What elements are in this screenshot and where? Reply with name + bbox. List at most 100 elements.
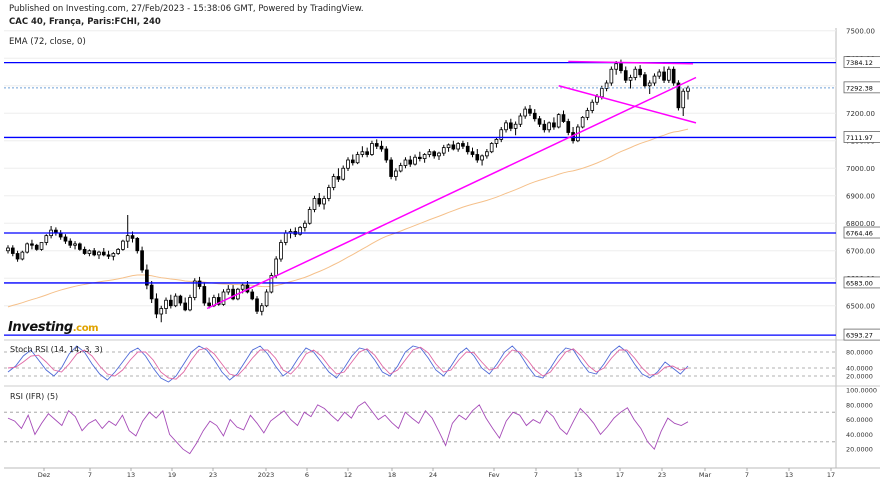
- candle-body: [456, 143, 460, 150]
- level-label: 6583.00: [846, 279, 873, 287]
- candle-body: [432, 151, 437, 157]
- level-label-box: [843, 56, 880, 69]
- candle-body: [523, 108, 528, 117]
- candle-body: [164, 299, 168, 309]
- candle-body: [279, 242, 283, 260]
- candle-body: [34, 244, 39, 250]
- candle-body: [556, 114, 561, 128]
- level-label: 7384.12: [846, 59, 873, 67]
- candle-body: [595, 96, 599, 103]
- candle-body: [178, 295, 183, 304]
- candle-body: [417, 156, 422, 160]
- candle-body: [547, 122, 551, 131]
- candle-body: [44, 235, 49, 243]
- candle-body: [202, 286, 207, 304]
- candle-body: [125, 235, 130, 242]
- level-label-box: [843, 328, 880, 341]
- candle-body: [360, 151, 365, 155]
- candle-body: [121, 240, 125, 250]
- candle-body: [609, 68, 614, 84]
- time-tick-label: Fev: [488, 471, 499, 479]
- candle-body: [240, 284, 245, 290]
- candle-body: [614, 63, 619, 70]
- chart-title: CAC 40, França, Paris:FCHI, 240: [9, 17, 161, 27]
- candle-body: [475, 154, 480, 161]
- candle-body: [274, 258, 279, 276]
- candle-body: [82, 248, 87, 254]
- candle-body: [173, 295, 178, 307]
- time-tick-label: Mar: [699, 471, 712, 479]
- price-tick-label: 7200.00: [846, 110, 875, 118]
- candle-body: [298, 226, 302, 235]
- candle-body: [633, 68, 638, 78]
- candle-body: [92, 250, 97, 256]
- rsi-line: [7, 401, 689, 455]
- candle-body: [374, 143, 379, 147]
- candle-body: [346, 159, 350, 169]
- candle-body: [537, 118, 542, 125]
- level-label-box: [843, 81, 880, 94]
- candle-body: [686, 87, 690, 92]
- rsi-tick-label: 40.0000: [846, 431, 873, 439]
- candle-body: [465, 145, 470, 153]
- candle-body: [652, 75, 657, 84]
- time-tick-label: 13: [785, 471, 793, 479]
- rsi-tick-label: 20.0000: [846, 446, 873, 454]
- candle-body: [307, 209, 312, 224]
- candle-body: [413, 156, 417, 165]
- candle-body: [485, 151, 489, 157]
- candle-body: [77, 243, 82, 250]
- price-tick-label: 6700.00: [846, 247, 875, 255]
- time-tick-label: 23: [658, 471, 666, 479]
- ema-indicator-label: EMA (72, close, 0): [9, 37, 86, 47]
- time-tick-label: 24: [429, 471, 437, 479]
- candle-body: [25, 243, 29, 253]
- candle-body: [528, 108, 532, 114]
- candle-body: [327, 187, 331, 199]
- published-note: Published on Investing.com, 27/Feb/2023 …: [9, 4, 364, 14]
- time-tick-label: 19: [168, 471, 176, 479]
- candle-body: [403, 159, 408, 166]
- candle-body: [197, 280, 202, 287]
- candle-body: [216, 297, 221, 305]
- candle-body: [101, 251, 106, 256]
- rsi-tick-label: 100.0000: [846, 387, 877, 395]
- candle-body: [10, 247, 15, 254]
- candle-body: [379, 145, 384, 150]
- candle-body: [111, 253, 116, 257]
- candle-body: [20, 251, 25, 260]
- candle-body: [499, 129, 504, 140]
- level-label-box: [843, 276, 880, 289]
- candle-body: [389, 159, 393, 177]
- candle-body: [427, 151, 432, 155]
- stoch-line-0: [7, 345, 689, 383]
- candle-body: [532, 112, 537, 120]
- stoch-line-1: [7, 346, 689, 380]
- time-tick-label: 17: [827, 471, 835, 479]
- candle-body: [451, 144, 456, 150]
- candle-body: [585, 110, 590, 118]
- candle-body: [259, 305, 264, 312]
- candle-body: [494, 138, 499, 144]
- candle-body: [681, 90, 686, 109]
- candle-body: [619, 63, 623, 72]
- candle-body: [255, 298, 259, 312]
- candle-body: [437, 152, 441, 157]
- candle-body: [461, 143, 465, 147]
- logo-name: Investing: [8, 320, 73, 335]
- candle-body: [312, 198, 317, 210]
- candle-body: [667, 68, 671, 81]
- candle-body: [303, 222, 307, 228]
- time-tick-label: 7: [745, 471, 749, 479]
- time-tick-label: 2023: [258, 471, 275, 479]
- candle-body: [513, 123, 518, 129]
- candle-body: [647, 82, 652, 87]
- price-tick-label: 7500.00: [846, 27, 875, 35]
- candle-body: [446, 144, 451, 149]
- candle-body: [662, 71, 666, 81]
- candle-body: [231, 288, 235, 300]
- candle-body: [518, 115, 523, 125]
- stoch-rsi-label: Stoch RSI (14, 14, 3, 3): [10, 345, 103, 354]
- candle-body: [159, 308, 164, 315]
- candle-body: [623, 70, 628, 81]
